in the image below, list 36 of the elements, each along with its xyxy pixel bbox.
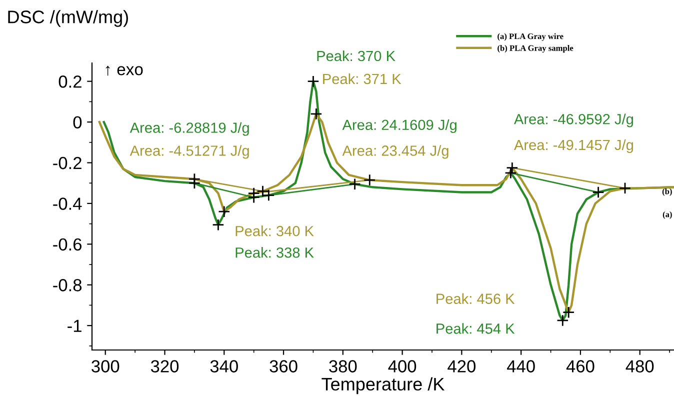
annotation: Peak: 454 K	[436, 323, 515, 334]
y-tick-label: -1	[68, 320, 82, 332]
annotation: Peak: 340 K	[236, 226, 314, 236]
y-axis-title: DSC /(mW/mg)	[8, 10, 128, 27]
legend-label: (b) PLA Gray sample	[498, 45, 574, 53]
y-tick-label: -0.2	[53, 156, 82, 170]
text: Peak: 370 K	[317, 50, 396, 62]
annotation: Peak: 338 K	[236, 247, 314, 258]
annotation: Area: -46.9592 J/g	[514, 114, 633, 128]
annotation: (a)	[662, 211, 672, 219]
x-tick-label: 480	[626, 360, 654, 372]
annotation: Area: -49.1457 J/g	[514, 139, 633, 154]
y-tick-label: -0.8	[53, 279, 82, 292]
x-tick-label: 360	[270, 360, 298, 372]
y-tick-label: -0.6	[53, 238, 82, 251]
annotation: Peak: 371 K	[323, 73, 402, 84]
x-tick-label: 300	[92, 360, 120, 372]
annotation: Area: 24.1609 J/g	[342, 119, 456, 133]
y-tick-label: 0.2	[58, 75, 82, 88]
annotation: Area: -6.28819 J/g	[130, 122, 249, 136]
annotation: Area: 23.454 J/g	[342, 145, 448, 159]
legend-label: (a) PLA Gray wire	[498, 33, 564, 41]
x-tick-label: 420	[448, 360, 476, 372]
x-tick-label: 340	[210, 360, 238, 372]
y-tick-label: 0	[73, 116, 82, 128]
annotation: (b)	[662, 188, 672, 196]
x-tick-label: 460	[566, 360, 594, 372]
x-tick-label: 320	[150, 360, 179, 372]
y-tick-label: -0.4	[53, 198, 82, 210]
annotation: Area: -4.51271 J/g	[130, 145, 249, 159]
x-axis-title: Temperature /K	[322, 377, 445, 394]
x-tick-label: 440	[506, 360, 535, 372]
annotation: ↑ exo	[106, 66, 143, 76]
annotation: Peak: 456 K	[436, 293, 515, 304]
x-tick-label: 400	[388, 360, 416, 372]
x-tick-label: 380	[329, 360, 357, 372]
